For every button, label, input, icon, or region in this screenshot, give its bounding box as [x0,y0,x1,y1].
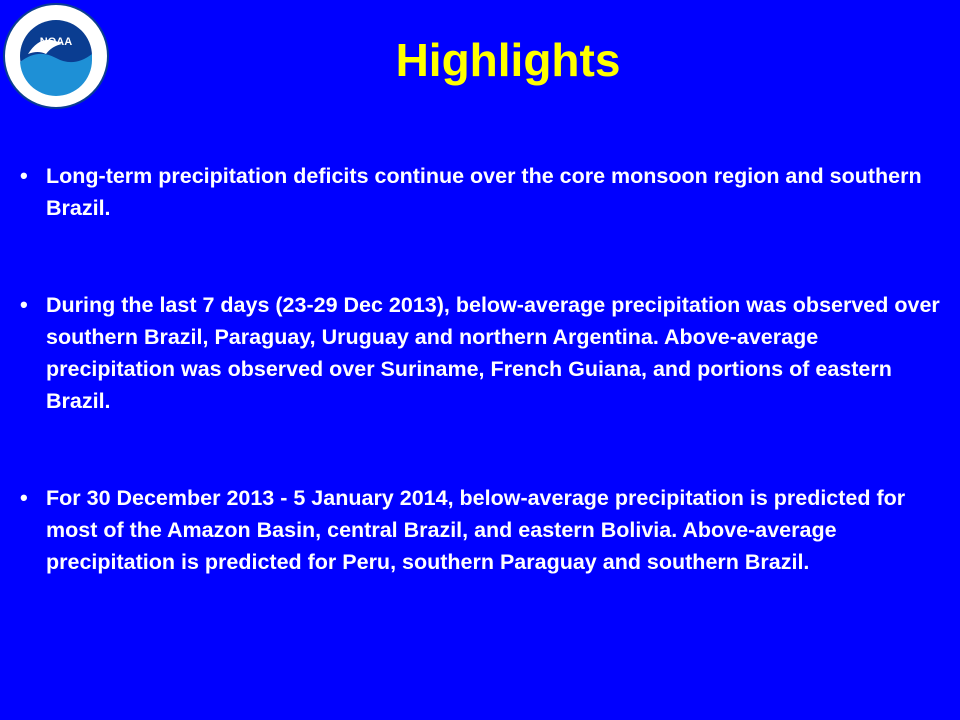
svg-text:NOAA: NOAA [40,36,72,48]
noaa-logo: NOAA [2,2,110,110]
bullet-marker: • [20,485,28,510]
bullet-marker: • [20,163,28,188]
bullet-text: For 30 December 2013 - 5 January 2014, b… [46,486,906,574]
slide-title: Highlights [395,34,621,86]
bullet-marker: • [20,292,28,317]
bullet-text: Long-term precipitation deficits continu… [46,164,922,220]
bullet-text: During the last 7 days (23-29 Dec 2013),… [46,293,940,413]
